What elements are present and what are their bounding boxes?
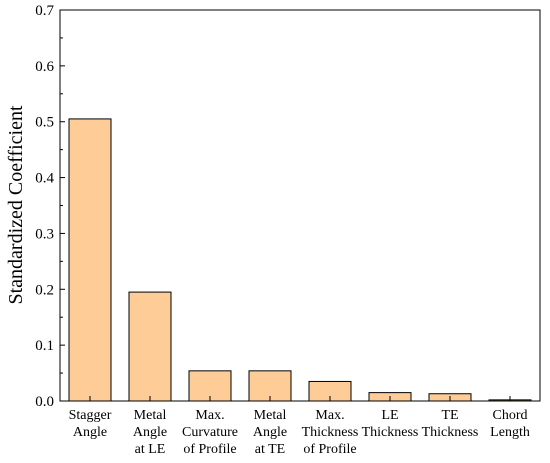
x-category-label: Chord Length	[490, 408, 530, 440]
x-category-label: Metal Angle at LE	[133, 408, 167, 457]
y-tick-label: 0.7	[35, 3, 54, 19]
x-category-label: Stagger Angle	[69, 408, 112, 440]
bar	[68, 118, 112, 402]
x-category-label: LE Thickness	[362, 408, 419, 440]
x-category-label: Max. Curvature of Profile	[182, 408, 238, 457]
y-tick-label: 0.0	[35, 394, 54, 410]
y-tick-label: 0.5	[35, 115, 54, 131]
y-ticks: 0.0 0.1 0.2 0.3 0.4 0.5 0.6 0.7	[35, 3, 65, 410]
x-category-label: Max. Thickness of Profile	[302, 408, 359, 457]
x-category-labels: Stagger Angle Metal Angle at LE Max. Curvature…	[69, 396, 530, 457]
x-category-label: TE Thickness	[422, 408, 479, 440]
bars-layer	[68, 118, 532, 402]
y-tick-label: 0.3	[35, 226, 54, 242]
bar	[188, 370, 232, 402]
x-category-label: Metal Angle at TE	[253, 408, 287, 457]
y-tick-label: 0.1	[35, 338, 54, 354]
y-tick-label: 0.2	[35, 282, 54, 298]
y-tick-label: 0.4	[35, 171, 54, 187]
bar	[248, 370, 292, 402]
bar	[128, 291, 172, 402]
y-tick-label: 0.6	[35, 59, 54, 75]
y-axis-title: Standardized Coefficient	[5, 105, 27, 304]
